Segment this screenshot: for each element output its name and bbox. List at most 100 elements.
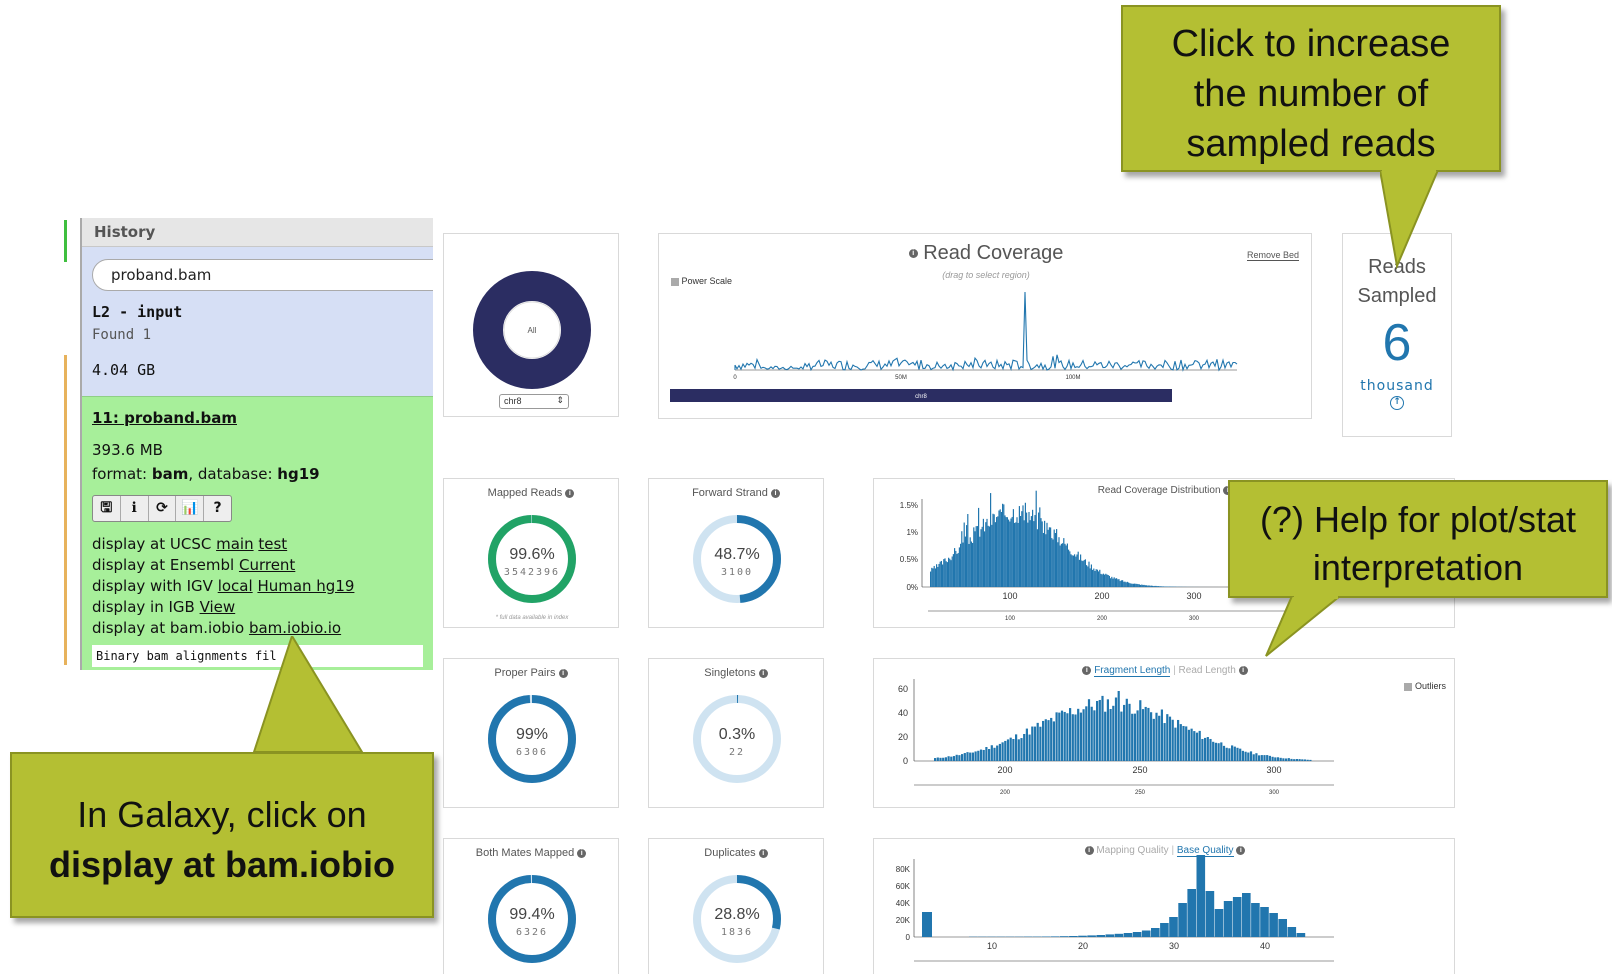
remove-bed-button[interactable]: Remove Bed — [1246, 250, 1299, 261]
info-icon[interactable]: i — [1236, 845, 1246, 855]
info-icon[interactable]: i — [565, 488, 575, 498]
donut-value-arc — [488, 875, 576, 963]
distribution-bar — [1034, 515, 1036, 587]
tab-base-quality[interactable]: Base Quality — [1176, 845, 1234, 857]
help-icon[interactable]: ? — [213, 500, 222, 516]
distribution-bar — [1164, 586, 1166, 587]
outliers-toggle[interactable]: Outliers — [1404, 681, 1446, 691]
read-coverage-card: i Read Coverage (drag to select region) … — [658, 233, 1312, 419]
stat-donut — [488, 875, 576, 963]
callout-galaxy-pointer — [252, 636, 364, 753]
distribution-bar — [1129, 583, 1131, 587]
fragment-bar — [1017, 739, 1020, 761]
donut-value-arc — [488, 695, 576, 783]
fragment-bar — [1301, 759, 1304, 761]
tick-label: 300 — [1186, 591, 1201, 601]
fragment-bar — [998, 743, 1001, 761]
distribution-bar — [1149, 585, 1151, 587]
info-icon[interactable]: i — [758, 848, 768, 858]
tab-read-length[interactable]: Read Length — [1178, 665, 1236, 676]
base-quality-plot[interactable]: 80K 60K 40K 20K 0 10 20 30 40 — [874, 839, 1456, 974]
info-icon[interactable]: ℹ — [121, 496, 149, 521]
fragment-bar — [1031, 726, 1034, 761]
fragment-bar — [1106, 699, 1109, 761]
distribution-bar — [1116, 578, 1118, 587]
tab-fragment-length[interactable]: Fragment Length — [1094, 665, 1171, 677]
fragment-bar — [1206, 737, 1209, 761]
display-link[interactable]: Human hg19 — [257, 577, 355, 595]
save-icon[interactable]: 🖫 — [93, 496, 121, 521]
distribution-bar — [985, 522, 987, 587]
power-scale-toggle[interactable]: Power Scale — [671, 276, 732, 286]
info-icon[interactable]: i — [1084, 845, 1094, 855]
reads-sampled-unit: thousand — [1360, 378, 1434, 394]
distribution-bar — [1063, 538, 1065, 587]
coverage-tick-label: 50M — [895, 375, 907, 381]
quality-bar — [1141, 930, 1151, 937]
info-icon[interactable]: i — [1223, 485, 1233, 495]
donut-value-arc — [693, 695, 781, 783]
info-icon[interactable]: i — [558, 668, 568, 678]
display-link[interactable]: bam.iobio.io — [248, 619, 342, 637]
info-icon[interactable]: i — [758, 668, 768, 678]
visualize-icon[interactable]: 📊 — [176, 496, 205, 521]
distribution-bar — [1036, 529, 1038, 587]
stat-card-mapped: Mapped Reads i 99.6% 3542396 * full data av… — [443, 478, 619, 628]
fragment-bar — [1217, 743, 1220, 761]
fragment-bar — [1063, 711, 1066, 761]
stat-donut — [693, 515, 781, 603]
tab-mapping-quality[interactable]: Mapping Quality — [1096, 845, 1169, 856]
chromosome-bar[interactable] — [670, 389, 1172, 402]
increase-sample-button[interactable]: ↑ — [1390, 396, 1404, 410]
info-icon[interactable]: i — [908, 249, 918, 259]
chromosome-donut[interactable]: All — [444, 234, 620, 418]
distribution-bar — [1072, 555, 1074, 587]
fragment-bar — [1187, 729, 1190, 761]
tick-label: 1% — [906, 528, 918, 537]
distribution-bar — [1119, 581, 1121, 587]
rerun-icon[interactable]: ⟳ — [149, 496, 177, 521]
fragment-bar — [1025, 728, 1028, 761]
tick-label: 200 — [1097, 616, 1108, 622]
display-link[interactable]: test — [258, 535, 288, 553]
display-link[interactable]: Current — [238, 556, 296, 574]
fragment-bar — [1287, 758, 1290, 761]
distribution-bar — [1098, 571, 1100, 587]
fragment-bar — [961, 754, 964, 761]
chromosome-select[interactable]: chr8 ⇕ — [499, 394, 569, 409]
dataset-display-links: display at UCSC main test display at Ense… — [92, 534, 423, 639]
coverage-distribution-plot[interactable]: 1.5%1%0.5%0%100200300100200300400 — [874, 479, 1456, 629]
display-link[interactable]: main — [216, 535, 254, 553]
distribution-bar — [1062, 543, 1064, 587]
quality-bar — [1132, 932, 1142, 937]
fragment-bar — [1020, 738, 1023, 761]
distribution-bar — [994, 522, 996, 587]
distribution-bar — [1039, 507, 1041, 587]
distribution-bar — [1107, 574, 1109, 587]
info-icon[interactable]: i — [1082, 665, 1092, 675]
dataset-title[interactable]: 11: proband.bam — [92, 409, 237, 427]
distribution-bar — [1016, 517, 1018, 587]
fragment-bar — [1306, 759, 1309, 761]
tick-label: 200 — [1000, 790, 1011, 796]
display-link[interactable]: local — [217, 577, 253, 595]
fragment-bar — [1168, 716, 1172, 761]
stat-percent: 99.4% — [509, 906, 555, 923]
history-search-input[interactable]: proband.bam — [92, 259, 433, 291]
distribution-bar — [1158, 586, 1160, 587]
display-link[interactable]: View — [199, 598, 236, 616]
distribution-bar — [982, 518, 984, 587]
distribution-bar — [1058, 537, 1060, 587]
tick-label: 40K — [896, 899, 911, 908]
fragment-bar — [1128, 703, 1131, 761]
quality-bar — [1269, 913, 1278, 937]
fragment-bar — [988, 749, 991, 761]
distribution-bar — [1108, 575, 1110, 587]
info-icon[interactable]: i — [1238, 665, 1248, 675]
fragment-bar — [1244, 751, 1247, 761]
read-coverage-plot[interactable]: 0 50M 100M chr8 — [659, 234, 1313, 420]
fragment-bar — [1185, 726, 1188, 761]
info-icon[interactable]: i — [577, 848, 587, 858]
info-icon[interactable]: i — [770, 488, 780, 498]
